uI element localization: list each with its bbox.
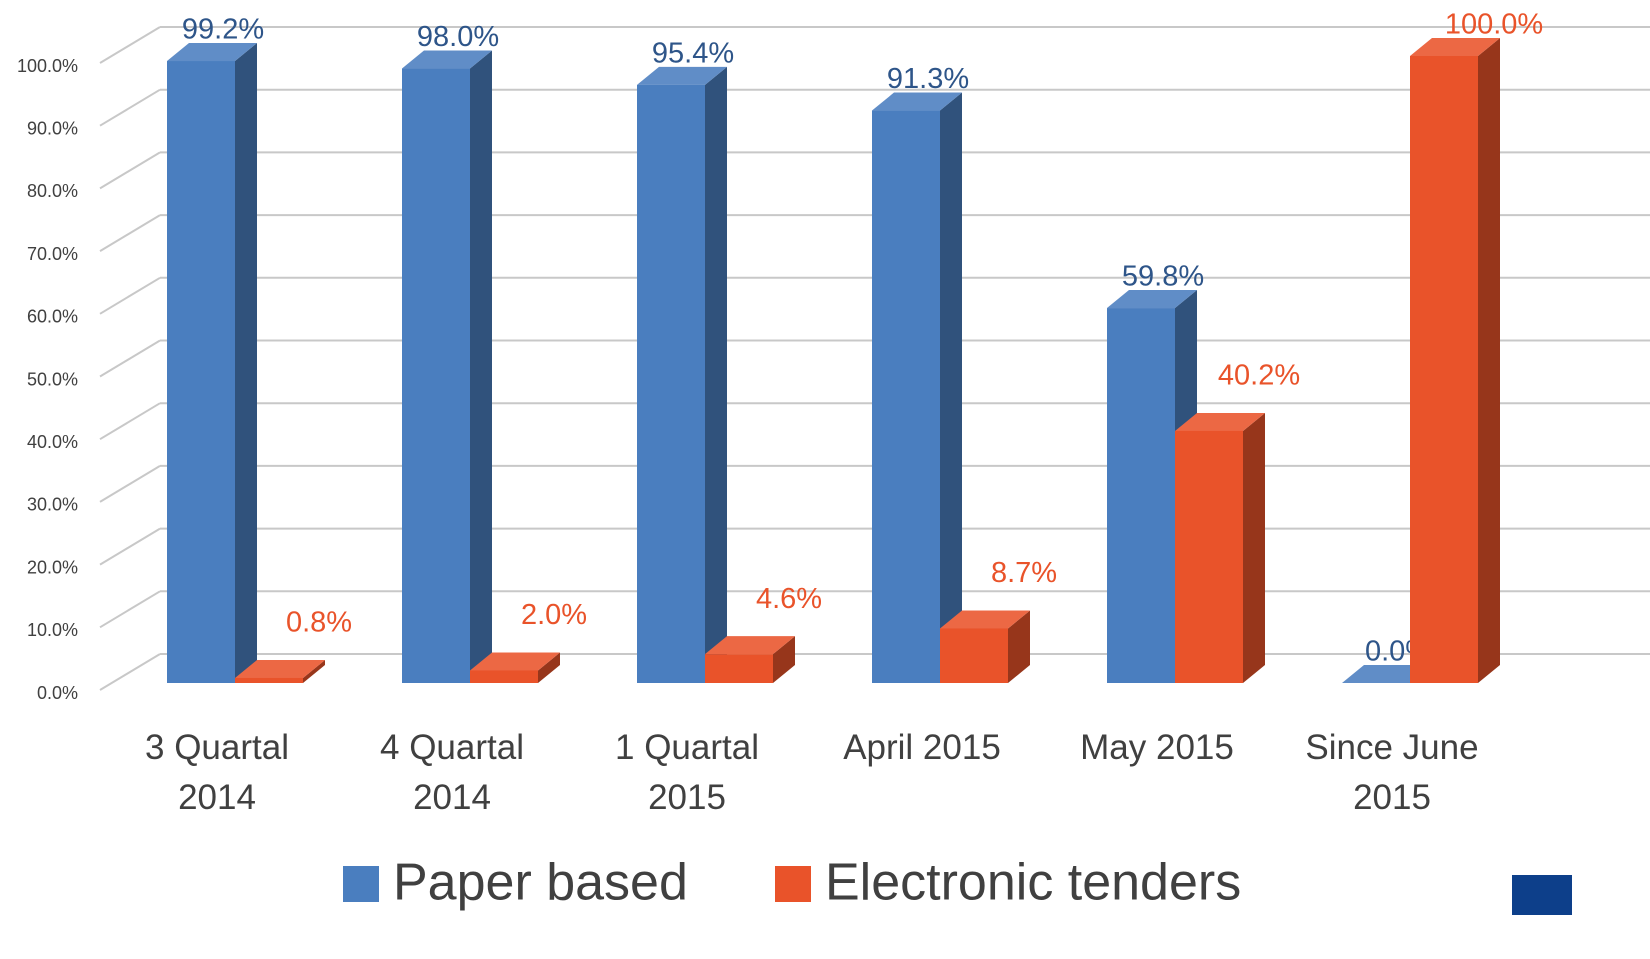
grid-line [99,527,161,566]
legend-swatch [775,866,811,902]
data-label: 95.4% [652,37,734,69]
x-tick-label: 4 Quartal 2014 [380,728,524,817]
bar-top [167,43,257,62]
grid-line [99,590,161,629]
data-label: 0.8% [286,607,352,639]
grid-line [99,151,161,190]
data-label: 4.6% [756,583,822,615]
corner-decoration [1512,875,1572,915]
data-label: 8.7% [991,557,1057,589]
grid-line [99,339,161,378]
grid-line [99,653,161,691]
bar [470,670,538,683]
y-tick-label: 90.0% [27,118,78,138]
bar-top [235,659,325,678]
y-tick-label: 70.0% [27,244,78,264]
bar-side [538,652,560,683]
y-tick-label: 20.0% [27,557,78,577]
data-label: 91.3% [887,63,969,95]
bar [167,61,235,684]
y-tick-label: 60.0% [27,307,78,327]
bar [402,68,470,684]
bar-side [303,659,325,683]
bar-top [872,92,962,111]
data-label: 100.0% [1445,9,1543,41]
y-tick-label: 10.0% [27,620,78,640]
x-tick-label: 1 Quartal 2015 [615,728,759,817]
bar [235,677,303,683]
x-tick-label: April 2015 [843,728,1001,767]
bar-side [1478,38,1500,683]
y-tick-label: 50.0% [27,369,78,389]
bar-side [940,92,962,683]
grid-line [99,402,161,441]
grid-line [99,465,161,503]
y-tick-label: 100.0% [17,56,78,76]
y-tick-label: 80.0% [27,181,78,201]
data-label: 59.8% [1122,261,1204,293]
bar [1175,430,1243,683]
bar [705,654,773,683]
bar-side [1008,610,1030,683]
grid-line [99,214,161,252]
bar [1107,308,1175,683]
bar-top [1410,38,1500,56]
bar-top [1342,665,1432,683]
x-tick-label: May 2015 [1080,728,1234,767]
x-tick-label: 3 Quartal 2014 [145,728,289,817]
bar-side [235,43,257,684]
bar-top [470,652,560,671]
grid-line [99,26,161,64]
bar-side [705,66,727,684]
bar-top [1107,290,1197,309]
data-label: 99.2% [182,14,264,46]
bar-side [1243,412,1265,683]
grid-line [99,276,161,315]
bar-top [940,610,1030,629]
y-tick-label: 0.0% [37,683,78,703]
legend-label: Electronic tenders [825,854,1241,912]
bar-side [470,50,492,684]
data-label: 98.0% [417,21,499,53]
bar-top [637,66,727,85]
y-tick-label: 40.0% [27,432,78,452]
data-label: 40.2% [1218,360,1300,392]
legend-swatch [343,866,379,902]
bar [637,84,705,684]
y-tick-label: 30.0% [27,495,78,515]
bar-top [1175,412,1265,431]
bar [940,628,1008,683]
legend-label: Paper based [393,854,688,912]
x-tick-label: Since June 2015 [1305,728,1479,817]
bar-side [773,636,795,683]
data-label: 2.0% [521,599,587,631]
bar-top [402,50,492,69]
grid-line [99,88,161,127]
bar-top [705,636,795,655]
bar [872,110,940,683]
bar [1410,56,1478,683]
